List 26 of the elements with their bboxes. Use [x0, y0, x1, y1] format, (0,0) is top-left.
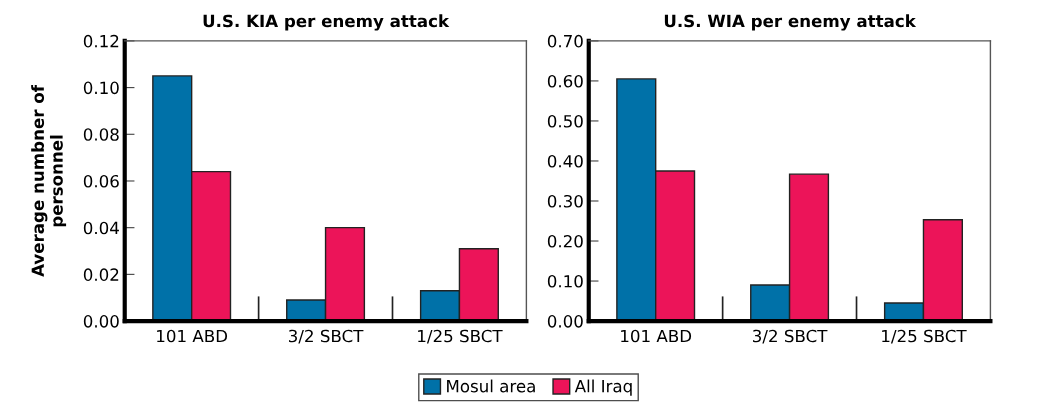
- y-tick-label: 0.06: [83, 174, 119, 188]
- chart-title: U.S. WIA per enemy attack: [664, 14, 917, 31]
- y-tick-label: 0.02: [83, 268, 119, 281]
- x-tick-label: 3/2 SBCT: [289, 329, 364, 344]
- x-tick-label: 101 ABD: [621, 329, 692, 343]
- legend-label: Mosul area: [447, 379, 535, 393]
- x-tick-label: 101 ABD: [157, 329, 228, 343]
- y-tick-label: 0.08: [83, 128, 119, 141]
- chart-title: U.S. KIA per enemy attack: [203, 14, 450, 31]
- y-tick-label: 0.30: [547, 194, 583, 208]
- y-tick-label: 0.04: [83, 221, 119, 235]
- y-tick-label: 0.70: [547, 34, 583, 48]
- x-tick-label: 1/25 SBCT: [418, 329, 503, 344]
- legend-label: All Iraq: [574, 379, 632, 396]
- y-tick-label: 0.50: [547, 114, 583, 128]
- y-tick-label: 0.20: [547, 234, 583, 248]
- y-tick-label: 0.12: [83, 34, 119, 48]
- y-tick-label: 0.60: [547, 74, 583, 88]
- x-tick-label: 1/25 SBCT: [882, 329, 967, 344]
- y-axis-title: Average numbner of personnel: [31, 84, 67, 277]
- x-tick-label: 3/2 SBCT: [753, 329, 828, 344]
- y-tick-label: 0.00: [83, 315, 119, 328]
- y-tick-label: 0.00: [547, 315, 583, 328]
- y-tick-label: 0.40: [547, 154, 583, 168]
- y-tick-label: 0.10: [547, 275, 583, 288]
- y-tick-label: 0.10: [83, 81, 119, 95]
